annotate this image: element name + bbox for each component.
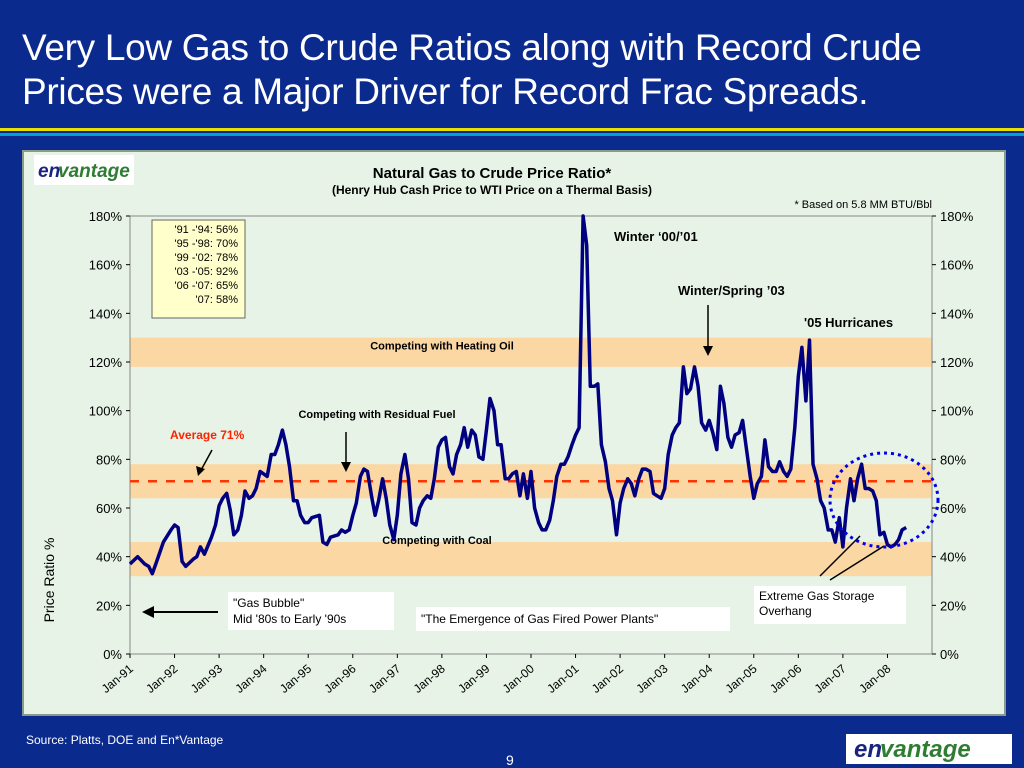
period-average-item: '06 -'07: 65% — [174, 280, 238, 292]
y-tick-label-left: 80% — [96, 452, 122, 467]
slide-title-line-1: Very Low Gas to Crude Ratios along with … — [22, 27, 922, 68]
chart-logo-en: en — [38, 161, 60, 182]
y-tick-label-left: 0% — [103, 647, 122, 662]
arrow-storage-2 — [829, 545, 885, 581]
storage-rect — [754, 586, 906, 624]
y-tick-label-right: 120% — [940, 355, 974, 370]
chart-panel: en vantage Natural Gas to Crude Price Ra… — [22, 150, 1006, 716]
band-competing-with-coal — [130, 542, 932, 577]
chart-logo-box — [34, 155, 134, 185]
y-tick-label-left: 120% — [89, 355, 123, 370]
y-tick-label-left: 20% — [96, 598, 122, 613]
x-tick-label: Jan-99 — [455, 661, 492, 696]
x-tick-label: Jan-93 — [188, 661, 225, 696]
period-average-item: '07: 58% — [196, 294, 239, 306]
chart-subtitle: (Henry Hub Cash Price to WTI Price on a … — [332, 183, 652, 197]
band-label-competing-with-coal: Competing with Coal — [382, 535, 491, 547]
x-tick-label: Jan-91 — [99, 661, 136, 696]
x-tick-label: Jan-05 — [723, 661, 760, 696]
y-tick-label-left: 180% — [89, 209, 123, 224]
title-stripe-bottom — [0, 133, 1024, 136]
annotation-hurricanes-05: '05 Hurricanes — [804, 315, 893, 330]
band-label-competing-with-residual-fuel: Competing with Residual Fuel — [298, 409, 455, 421]
period-average-item: '91 -'94: 56% — [174, 224, 238, 236]
y-tick-label-right: 60% — [940, 501, 966, 516]
x-tick-label: Jan-06 — [767, 661, 804, 696]
y-tick-label-left: 100% — [89, 404, 123, 419]
slide-title-line-2: Prices were a Major Driver for Record Fr… — [22, 71, 869, 112]
slide-title: Very Low Gas to Crude Ratios along with … — [22, 26, 1012, 114]
chart-footnote: * Based on 5.8 MM BTU/Bbl — [794, 199, 932, 211]
emergence-text: "The Emergence of Gas Fired Power Plants… — [421, 612, 658, 626]
arrowhead-average — [196, 466, 205, 476]
y-tick-label-right: 0% — [940, 647, 959, 662]
period-averages-rect — [151, 219, 246, 319]
x-tick-label: Jan-00 — [500, 661, 537, 696]
x-tick-label: Jan-07 — [812, 661, 849, 696]
chart-logo-vantage: vantage — [58, 161, 130, 182]
x-tick-label: Jan-98 — [411, 661, 448, 696]
y-tick-label-left: 40% — [96, 550, 122, 565]
arrowhead-residual-fuel — [341, 462, 351, 472]
emergence-rect — [416, 607, 730, 631]
band-competing-with-heating-oil — [130, 337, 932, 367]
footer-logo-vantage: vantage — [880, 736, 971, 763]
series-line-gas-crude-ratio — [128, 214, 908, 576]
y-tick-label-right: 100% — [940, 404, 974, 419]
y-tick-label-right: 80% — [940, 452, 966, 467]
x-tick-label: Jan-92 — [143, 661, 180, 696]
arrow-storage-1 — [819, 535, 861, 577]
storage-highlight-circle — [828, 451, 940, 549]
y-tick-label-left: 160% — [89, 258, 123, 273]
period-average-item: '03 -'05: 92% — [174, 266, 238, 278]
storage-box: Extreme Gas Storage Overhang — [754, 586, 906, 624]
arrowhead-gas-bubble — [142, 606, 154, 618]
page-number: 9 — [506, 752, 514, 768]
y-tick-label-left: 140% — [89, 306, 123, 321]
band-label-competing-with-heating-oil: Competing with Heating Oil — [370, 341, 514, 353]
source-note: Source: Platts, DOE and En*Vantage — [26, 733, 224, 747]
gas-bubble-box: "Gas Bubble" Mid '80s to Early '90s — [228, 592, 394, 630]
x-tick-label: Jan-04 — [678, 661, 715, 696]
y-tick-label-right: 40% — [940, 550, 966, 565]
y-tick-label-right: 160% — [940, 258, 974, 273]
y-axis-label: Price Ratio % — [41, 538, 57, 623]
period-average-item: '95 -'98: 70% — [174, 238, 238, 250]
x-tick-label: Jan-01 — [544, 661, 581, 696]
annotation-winter-00-01: Winter ‘00/’01 — [614, 229, 698, 244]
x-tick-label: Jan-95 — [277, 661, 314, 696]
annotation-winter-spring-03: Winter/Spring ’03 — [678, 283, 785, 298]
footer-logo: en vantage — [846, 734, 1012, 764]
gas-bubble-line-1: "Gas Bubble" — [233, 596, 304, 610]
x-tick-label: Jan-02 — [589, 661, 626, 696]
y-tick-label-left: 60% — [96, 501, 122, 516]
period-average-item: '99 -'02: 78% — [174, 252, 238, 264]
title-stripe-top — [0, 128, 1024, 131]
chart-logo: en vantage — [34, 155, 134, 185]
storage-line-2: Overhang — [759, 604, 812, 618]
y-tick-label-right: 140% — [940, 306, 974, 321]
x-tick-label: Jan-03 — [633, 661, 670, 696]
x-tick-label: Jan-96 — [322, 661, 359, 696]
average-label: Average 71% — [170, 428, 245, 442]
storage-line-1: Extreme Gas Storage — [759, 589, 875, 603]
chart-title: Natural Gas to Crude Price Ratio* — [373, 165, 612, 182]
chart-svg: en vantage Natural Gas to Crude Price Ra… — [34, 155, 974, 696]
y-tick-label-right: 20% — [940, 598, 966, 613]
x-tick-label: Jan-94 — [232, 661, 269, 696]
gas-bubble-line-2: Mid '80s to Early '90s — [233, 612, 346, 626]
footer-logo-en: en — [854, 736, 883, 763]
x-tick-label: Jan-08 — [856, 661, 893, 696]
gas-bubble-rect — [228, 592, 394, 630]
arrowhead-winter-spring-03 — [703, 346, 713, 356]
y-tick-label-right: 180% — [940, 209, 974, 224]
period-averages-box: '91 -'94: 56% '95 -'98: 70% '99 -'02: 78% '… — [151, 219, 246, 319]
emergence-box: "The Emergence of Gas Fired Power Plants… — [416, 607, 730, 631]
x-tick-label: Jan-97 — [366, 661, 403, 696]
